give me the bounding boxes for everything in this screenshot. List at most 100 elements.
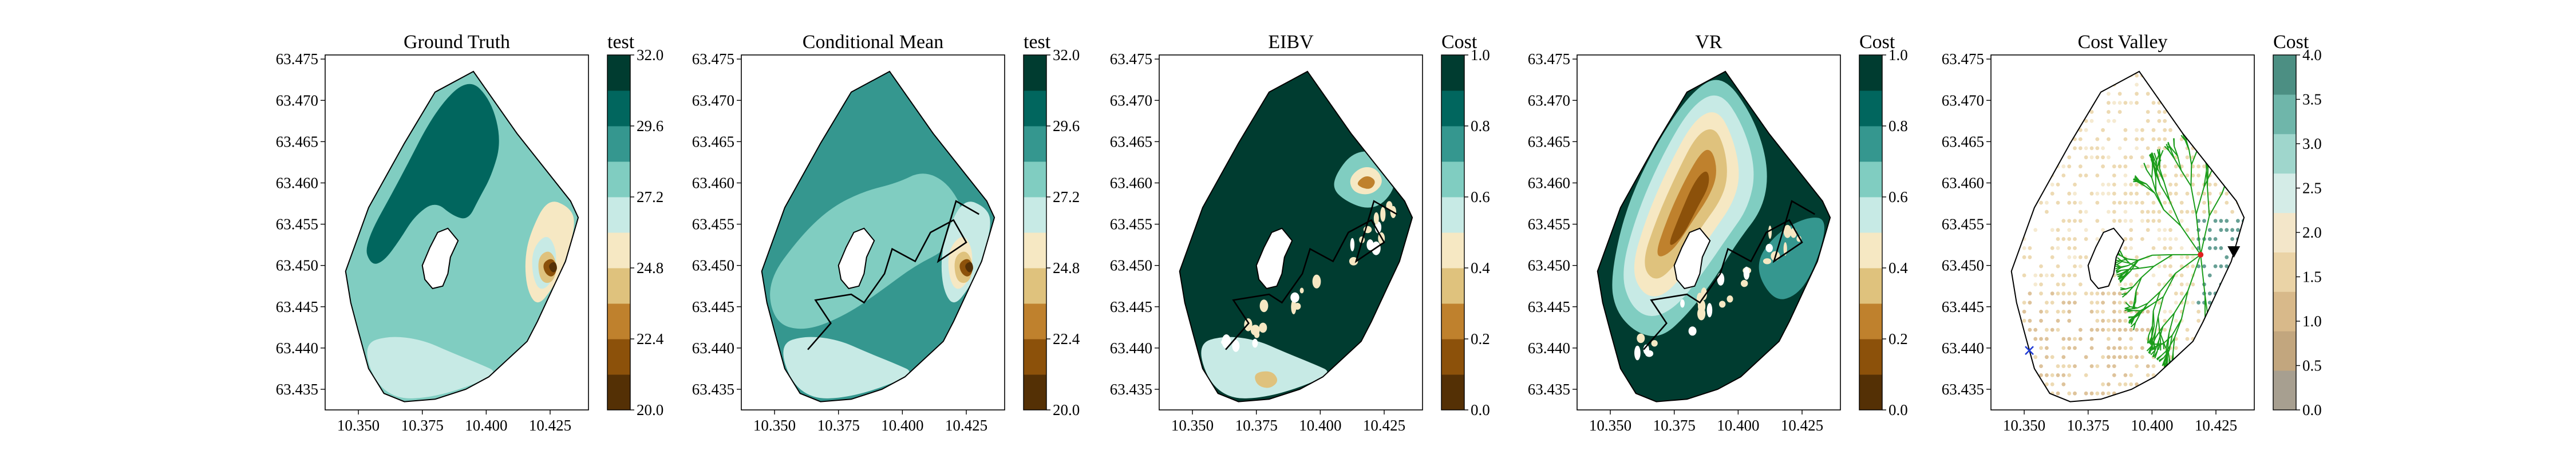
tree-edge <box>2210 359 2213 370</box>
y-tick-label: 63.450 <box>1942 257 1984 274</box>
cost-dot <box>2061 82 2066 87</box>
cost-dot <box>2123 246 2128 250</box>
current-marker <box>2198 251 2204 258</box>
cost-dot <box>2117 110 2122 114</box>
y-tick-label: 63.435 <box>1528 381 1570 398</box>
tree-edge <box>2115 265 2121 269</box>
tree-edge <box>2229 164 2238 175</box>
tree-edge <box>2163 209 2182 227</box>
cost-dot <box>2045 355 2049 360</box>
cost-dot <box>2073 219 2077 223</box>
cost-dot <box>2089 391 2094 396</box>
contour-region <box>1201 337 1327 398</box>
tree-edge <box>2195 357 2200 368</box>
tree-edge <box>2158 297 2164 317</box>
x-tick-label: 10.400 <box>1299 417 1341 434</box>
cost-dot <box>2056 373 2060 377</box>
tree-edge <box>2170 364 2172 372</box>
tree-edge <box>2120 264 2129 269</box>
colorbar-band <box>1441 303 1464 339</box>
cost-dot <box>2135 382 2139 386</box>
cost-dot <box>2196 318 2201 323</box>
tree-edge <box>2152 291 2161 311</box>
cost-dot <box>2207 191 2212 196</box>
tree-edge <box>2239 150 2245 155</box>
cost-dot <box>2196 173 2201 177</box>
cost-dot <box>2089 155 2094 160</box>
y-tick-label: 63.450 <box>276 257 318 274</box>
cost-dot <box>2191 137 2195 141</box>
colorbar-band <box>1024 90 1046 127</box>
y-tick-label: 63.470 <box>1110 92 1152 109</box>
contour-hole <box>1726 295 1733 303</box>
cost-dot <box>2112 191 2116 196</box>
cost-dot <box>2236 273 2240 278</box>
cost-dot <box>2033 110 2038 114</box>
cost-dot <box>2213 264 2218 269</box>
cost-dot <box>2219 128 2223 132</box>
cost-dot <box>2028 82 2032 87</box>
tree-edge <box>2213 145 2219 156</box>
tree-edge <box>2212 132 2215 140</box>
cost-dot <box>2174 183 2178 187</box>
cost-dot <box>2033 382 2038 386</box>
cost-dot <box>2067 119 2072 123</box>
tree-edge <box>2227 140 2229 149</box>
tree-edge <box>2159 331 2164 342</box>
cost-dot <box>2039 373 2043 377</box>
cost-dot <box>2078 119 2083 123</box>
cost-dot <box>2033 146 2038 151</box>
cost-dot <box>2033 273 2038 278</box>
cost-dot <box>2050 155 2055 160</box>
cost-dot <box>2045 73 2049 78</box>
cost-dot <box>2117 382 2122 386</box>
cost-dot <box>2157 219 2162 223</box>
tree-edge <box>2198 358 2201 369</box>
tree-edge <box>2149 346 2152 354</box>
panel-title: Ground Truth <box>404 31 510 53</box>
cost-dot <box>2050 73 2055 78</box>
cost-dot <box>2174 92 2178 96</box>
tree-edge <box>2199 133 2204 141</box>
cost-dot <box>2168 92 2172 96</box>
cost-dot <box>2050 246 2055 250</box>
cost-dot <box>2168 237 2172 241</box>
cost-dot <box>2207 237 2212 241</box>
cost-dot <box>2163 128 2167 132</box>
tree-edge <box>2175 254 2201 274</box>
cost-dot <box>2140 327 2144 332</box>
cost-dot <box>2236 92 2240 96</box>
tree-edge <box>2206 165 2208 187</box>
cost-dot <box>2022 92 2026 96</box>
cost-dot <box>2241 82 2245 87</box>
y-tick-label: 63.470 <box>1942 92 1984 109</box>
y-tick-label: 63.475 <box>276 50 318 68</box>
cost-dot <box>2061 364 2066 368</box>
cost-dot <box>2146 310 2150 314</box>
cost-dot <box>2236 355 2240 360</box>
tree-edge <box>2152 310 2154 326</box>
boundary-outline <box>2010 70 2245 402</box>
cost-dot <box>2202 264 2206 269</box>
cost-dot <box>2230 92 2235 96</box>
cost-dot <box>2123 282 2128 287</box>
colorbar-tick-label: 22.4 <box>637 330 664 348</box>
colorbar-band <box>1859 90 1882 127</box>
cost-dot <box>2225 119 2229 123</box>
tree-edge <box>2152 350 2156 358</box>
cost-dot <box>2168 264 2172 269</box>
x-tick-label: 10.400 <box>881 417 923 434</box>
tree-edge <box>2227 148 2231 160</box>
cost-dot <box>2028 291 2032 296</box>
contour-region <box>1357 176 1375 189</box>
cost-dot <box>2129 246 2134 250</box>
contour-hole <box>1259 299 1269 313</box>
tree-edge <box>2211 369 2216 377</box>
tree-edge <box>2180 291 2188 319</box>
y-tick-label: 63.475 <box>1528 50 1570 68</box>
boundary-outline <box>1597 70 1831 402</box>
tree-edge <box>2190 185 2197 215</box>
x-tick-label: 10.350 <box>753 417 796 434</box>
cost-dot <box>2230 210 2235 214</box>
cost-dot <box>2129 183 2134 187</box>
